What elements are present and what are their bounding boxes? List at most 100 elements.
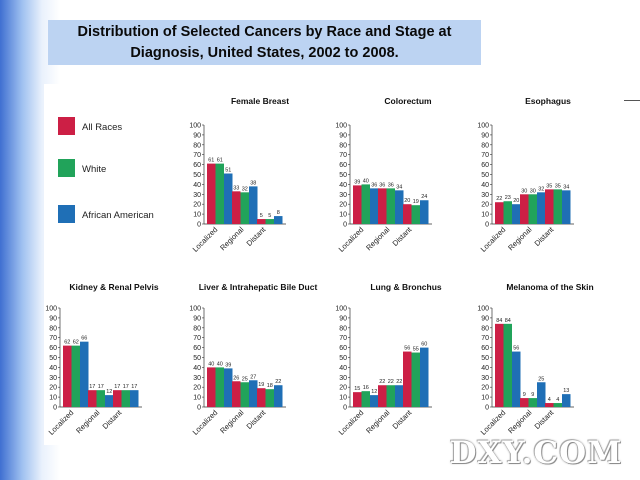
data-label: 56 [513,346,519,352]
y-tick-label: 70 [481,152,489,159]
y-tick-label: 40 [481,365,489,372]
bar [378,188,387,224]
bar [370,188,379,224]
data-label: 26 [233,375,239,381]
data-label: 84 [496,318,502,324]
data-label: 55 [413,347,419,353]
data-label: 34 [563,184,569,190]
data-label: 13 [563,388,569,394]
bar [528,398,537,407]
data-label: 33 [233,185,239,191]
data-label: 35 [546,183,552,189]
y-tick-label: 0 [197,405,201,412]
x-tick-label: Regional [218,225,246,253]
bar [121,390,130,407]
bar [96,390,105,407]
y-tick-label: 10 [339,395,347,402]
data-label: 22 [379,379,385,385]
bar [274,385,283,407]
bar [240,192,249,224]
bar [353,392,362,407]
y-tick-label: 100 [477,123,489,130]
data-label: 5 [268,213,271,219]
y-tick-label: 30 [193,192,201,199]
y-tick-label: 20 [481,385,489,392]
y-tick-label: 80 [339,325,347,332]
legend-label: African American [82,210,154,221]
y-tick-label: 40 [193,365,201,372]
x-tick-label: Distant [101,407,125,431]
data-label: 19 [258,382,264,388]
y-tick-label: 100 [335,123,347,130]
y-tick-label: 20 [193,202,201,209]
bar [512,351,521,407]
y-tick-label: 80 [481,142,489,149]
bar [353,185,362,224]
x-tick-label: Regional [364,408,392,436]
data-label: 9 [531,392,534,398]
x-tick-label: Regional [74,408,102,436]
data-label: 22 [396,379,402,385]
bar [420,200,429,224]
bar [403,204,412,224]
data-label: 19 [413,199,419,205]
legend-label: White [82,164,106,175]
data-label: 17 [114,384,120,390]
data-label: 38 [250,180,256,186]
panel-title: Melanoma of the Skin [506,282,593,292]
data-label: 18 [267,383,273,389]
y-tick-label: 90 [481,315,489,322]
x-tick-label: Regional [506,225,534,253]
bar [503,201,512,224]
bar [520,398,529,407]
data-label: 17 [131,384,137,390]
data-label: 40 [363,178,369,184]
y-tick-label: 30 [49,375,57,382]
y-tick-label: 60 [193,162,201,169]
bar [232,191,241,224]
y-tick-label: 100 [189,306,201,313]
bar [361,391,370,407]
bar [495,323,504,407]
y-tick-label: 80 [49,325,57,332]
y-tick-label: 10 [339,212,347,219]
data-label: 8 [277,210,280,216]
decorative-line [622,100,640,101]
bar [232,381,241,407]
y-tick-label: 40 [481,182,489,189]
y-tick-label: 100 [189,123,201,130]
bar [105,395,114,407]
x-tick-label: Distant [245,407,269,431]
y-tick-label: 20 [339,202,347,209]
y-tick-label: 90 [49,315,57,322]
y-tick-label: 90 [193,132,201,139]
data-label: 61 [217,158,223,164]
x-tick-label: Distant [391,224,415,248]
y-tick-label: 50 [481,355,489,362]
panel-title: Colorectum [384,96,432,106]
panel-title: Esophagus [525,96,571,106]
bar [520,194,529,224]
legend-swatch [58,205,75,223]
y-tick-label: 20 [193,385,201,392]
x-tick-label: Localized [191,408,220,437]
x-tick-label: Localized [479,225,508,254]
y-tick-label: 20 [49,385,57,392]
y-tick-label: 20 [481,202,489,209]
y-tick-label: 0 [53,405,57,412]
bar [395,385,404,407]
y-tick-label: 30 [339,192,347,199]
y-tick-label: 90 [339,315,347,322]
data-label: 36 [371,182,377,188]
data-label: 66 [81,336,87,342]
y-tick-label: 60 [339,345,347,352]
y-tick-label: 80 [339,142,347,149]
y-tick-label: 80 [481,325,489,332]
y-tick-label: 0 [197,222,201,229]
data-label: 15 [354,386,360,392]
bar [63,345,72,407]
bar [265,389,274,407]
bar [395,190,404,224]
data-label: 39 [354,179,360,185]
bar [224,368,233,407]
